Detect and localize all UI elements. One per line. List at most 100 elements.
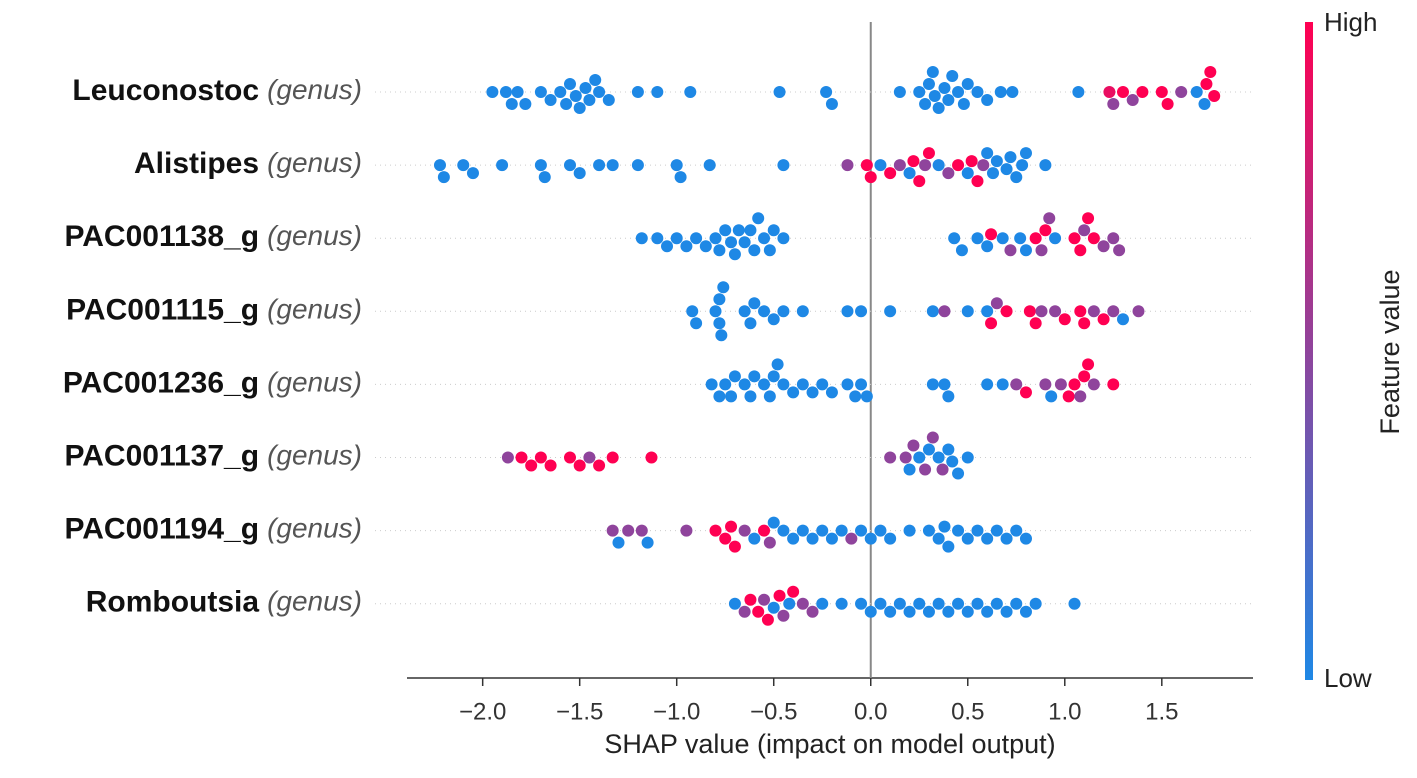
shap-point bbox=[952, 467, 965, 480]
shap-point bbox=[715, 329, 728, 342]
shap-point bbox=[1049, 305, 1062, 318]
shap-point bbox=[579, 82, 592, 94]
shap-point bbox=[1113, 244, 1126, 257]
shap-point bbox=[713, 317, 726, 330]
shap-point bbox=[903, 524, 916, 537]
shap-point bbox=[1039, 159, 1052, 172]
feature-label: PAC001194_g (genus) bbox=[64, 513, 362, 546]
shap-point bbox=[981, 147, 994, 160]
shap-point bbox=[952, 524, 965, 537]
shap-point bbox=[884, 305, 897, 318]
shap-point bbox=[922, 78, 935, 90]
feature-name: Leuconostoc bbox=[72, 74, 259, 107]
shap-point bbox=[816, 597, 829, 610]
feature-label: PAC001236_g (genus) bbox=[63, 366, 362, 399]
shap-point bbox=[985, 228, 998, 241]
shap-point bbox=[684, 86, 697, 98]
shap-point bbox=[738, 236, 751, 249]
shap-point bbox=[1068, 378, 1081, 391]
shap-point bbox=[699, 240, 712, 253]
shap-point bbox=[787, 386, 800, 399]
shap-point bbox=[713, 293, 726, 306]
shap-point bbox=[874, 159, 887, 172]
shap-point bbox=[855, 597, 868, 610]
shap-point bbox=[1000, 532, 1013, 545]
shap-point bbox=[534, 451, 547, 464]
shap-point bbox=[1068, 597, 1081, 610]
shap-point bbox=[511, 86, 524, 98]
shap-point bbox=[919, 159, 932, 172]
shap-point bbox=[641, 536, 654, 549]
colorbar-high: High bbox=[1324, 7, 1377, 37]
feature-suffix: (genus) bbox=[267, 74, 362, 105]
shap-point bbox=[767, 224, 780, 237]
shap-point bbox=[855, 378, 868, 391]
shap-point bbox=[713, 244, 726, 257]
feature-label: Romboutsia (genus) bbox=[86, 586, 362, 619]
shap-point bbox=[1058, 313, 1071, 326]
shap-point bbox=[538, 171, 551, 184]
x-tick-label: −1.5 bbox=[556, 698, 603, 725]
shap-point bbox=[758, 593, 771, 606]
shap-point bbox=[563, 159, 576, 172]
shap-point bbox=[1107, 232, 1120, 245]
shap-point bbox=[761, 613, 774, 626]
feature-name: PAC001138_g bbox=[64, 220, 259, 253]
shap-point bbox=[1010, 597, 1023, 610]
shap-point bbox=[922, 443, 935, 456]
shap-point bbox=[560, 98, 573, 110]
feature-name: PAC001137_g bbox=[64, 439, 259, 472]
shap-point bbox=[961, 532, 974, 545]
shap-point bbox=[1023, 305, 1036, 318]
shap-point bbox=[965, 155, 978, 168]
shap-point bbox=[855, 524, 868, 537]
shap-point bbox=[855, 305, 868, 318]
feature-suffix: (genus) bbox=[267, 221, 362, 252]
shap-point bbox=[1107, 378, 1120, 391]
shap-point bbox=[907, 155, 920, 168]
shap-point bbox=[1190, 86, 1203, 98]
shap-point bbox=[1072, 86, 1085, 98]
shap-point bbox=[1004, 244, 1017, 257]
shap-point bbox=[841, 305, 854, 318]
shap-point bbox=[758, 524, 771, 537]
shap-point bbox=[1087, 305, 1100, 318]
shap-point bbox=[777, 232, 790, 245]
shap-point bbox=[986, 167, 999, 180]
x-tick-label: 1.0 bbox=[1048, 698, 1081, 725]
shap-point bbox=[748, 244, 761, 257]
shap-point bbox=[981, 240, 994, 253]
shap-point bbox=[1029, 232, 1042, 245]
shap-point bbox=[796, 378, 809, 391]
x-tick-label: 0.5 bbox=[951, 698, 984, 725]
x-tick-label: 1.5 bbox=[1145, 698, 1178, 725]
shap-point bbox=[651, 232, 664, 245]
shap-point bbox=[670, 232, 683, 245]
shap-point bbox=[738, 605, 751, 618]
shap-point bbox=[932, 159, 945, 172]
shap-point bbox=[932, 532, 945, 545]
shap-point bbox=[1078, 370, 1091, 383]
shap-point bbox=[1049, 232, 1062, 245]
shap-point bbox=[1016, 159, 1029, 172]
shap-point bbox=[1087, 232, 1100, 245]
shap-point bbox=[777, 378, 790, 391]
shap-point bbox=[771, 358, 784, 371]
shap-point bbox=[773, 86, 786, 98]
shap-point bbox=[728, 370, 741, 383]
shap-point bbox=[981, 605, 994, 618]
colorbar-label: Feature value bbox=[1375, 269, 1405, 434]
shap-point bbox=[884, 605, 897, 618]
shap-point bbox=[1029, 317, 1042, 330]
shap-point bbox=[554, 86, 567, 98]
shap-point bbox=[796, 597, 809, 610]
shap-point bbox=[938, 305, 951, 318]
shap-point bbox=[763, 536, 776, 549]
shap-point bbox=[893, 597, 906, 610]
shap-point bbox=[1035, 305, 1048, 318]
shap-point bbox=[1074, 305, 1087, 318]
shap-point bbox=[732, 224, 745, 237]
shap-point bbox=[903, 463, 916, 476]
shap-point bbox=[635, 232, 648, 245]
shap-point bbox=[899, 451, 912, 464]
